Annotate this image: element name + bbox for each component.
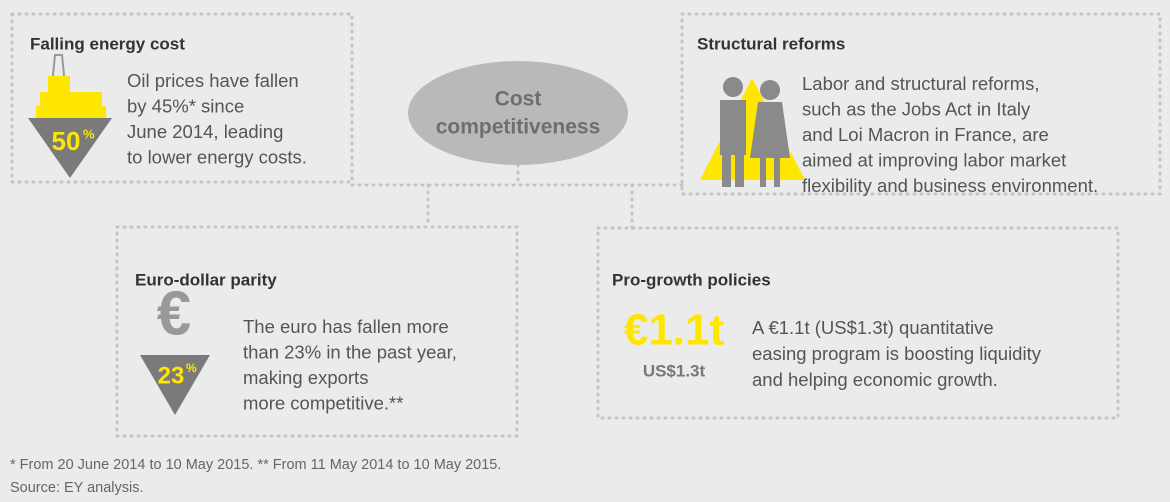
center-ellipse [408,61,628,165]
box-title: Structural reforms [697,34,845,53]
box-title: Euro-dollar parity [135,270,277,289]
box-text: and Loi Macron in France, are [802,124,1049,145]
box-text: easing program is boosting liquidity [752,343,1042,364]
oil-icon [28,54,112,178]
box-frame [115,225,519,438]
box-text: making exports [243,367,368,388]
box-frame [10,12,354,184]
box-text: than 23% in the past year, [243,341,457,362]
box-text: The euro has fallen more [243,316,449,337]
box-text: Oil prices have fallen [127,70,299,91]
badge-unit: US$1.3t [643,361,706,380]
box-text: more competitive.** [243,392,403,413]
badge-number: 50 [52,126,81,156]
box-title: Pro-growth policies [612,270,771,289]
box-text: Labor and structural reforms, [802,73,1040,94]
footnote: * From 20 June 2014 to 10 May 2015. ** F… [10,457,501,473]
box-text: to lower energy costs. [127,146,307,167]
euro-icon: € [140,279,210,415]
people-icon [700,77,805,187]
badge-unit: % [83,126,95,141]
box-text: June 2014, leading [127,121,283,142]
badge-unit: % [186,361,197,375]
footnote: Source: EY analysis. [10,480,144,496]
connector [350,163,684,230]
badge-number: 23 [158,362,185,389]
badge-number: €1.1t [624,306,725,355]
box-text: by 45%* since [127,95,244,116]
box-text: and helping economic growth. [752,369,998,390]
box-text: A €1.1t (US$1.3t) quantitative [752,317,994,338]
box-title: Falling energy cost [30,34,185,53]
box-text: such as the Jobs Act in Italy [802,98,1031,119]
box-frame [596,226,1120,420]
box-text: aimed at improving labor market [802,149,1066,170]
svg-text:€: € [157,279,191,348]
box-text: flexibility and business environment. [802,175,1098,196]
box-frame [680,12,1162,196]
center-label: competitiveness [436,116,601,139]
center-label: Cost [495,88,542,111]
